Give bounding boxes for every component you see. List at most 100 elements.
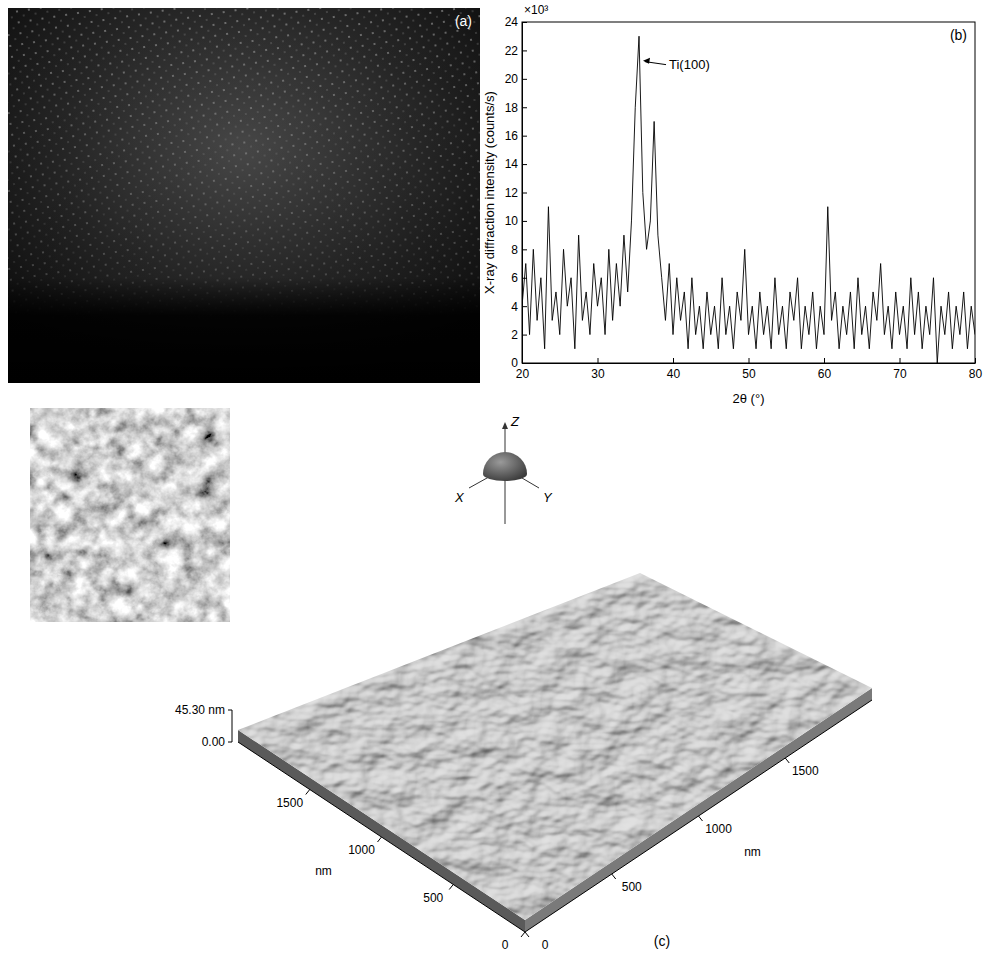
x-axis-line — [523, 363, 976, 364]
gizmo-label: Z — [510, 414, 520, 429]
y_axis-tick-mark — [525, 932, 529, 937]
y-tick-mark — [522, 306, 527, 307]
figure: (a)20304050607080024681012141618202224×1… — [0, 0, 992, 958]
x-tick-label: 40 — [667, 367, 681, 381]
panel-b: 20304050607080024681012141618202224×10³X… — [482, 3, 982, 406]
x-tick-mark — [749, 358, 750, 363]
y-tick-mark — [522, 107, 527, 108]
gizmo-dome — [483, 452, 527, 481]
y-tick-label: 14 — [505, 157, 519, 171]
y-tick-mark — [522, 136, 527, 137]
y_axis-tick-label: 500 — [622, 880, 642, 894]
x-tick: 50 — [742, 358, 756, 381]
image-dots — [8, 8, 480, 383]
y-tick-label: 16 — [505, 129, 519, 143]
x-tick-label: 80 — [969, 367, 983, 381]
z-tick-mark — [228, 710, 232, 711]
y-tick-label: 2 — [511, 328, 518, 342]
y-tick-mark — [522, 249, 527, 250]
y-tick: 20 — [505, 72, 527, 86]
x_axis-line — [238, 742, 525, 932]
x-tick: 30 — [591, 358, 605, 381]
y-tick: 18 — [505, 101, 527, 115]
x_axis-tick-label: 500 — [423, 891, 443, 905]
gizmo-label: Y — [543, 490, 553, 505]
y_axis-tick-label: 1000 — [705, 822, 732, 836]
axis-gizmo: Z X Y — [454, 414, 553, 524]
z-axis-line — [232, 710, 233, 742]
x-tick-label: 70 — [893, 367, 907, 381]
y_axis-title: nm — [744, 845, 761, 859]
y-tick-label: 10 — [505, 214, 519, 228]
y-tick-mark — [522, 221, 527, 222]
z-tick-mark — [228, 742, 232, 743]
x_axis-tick-label: 0 — [502, 938, 509, 952]
y-tick-mark — [522, 22, 527, 23]
y-tick: 24 — [505, 15, 527, 29]
x-tick-mark — [673, 358, 674, 363]
panel-a: (a) — [8, 8, 480, 383]
x-tick: 70 — [893, 358, 907, 381]
y-tick-label: 0 — [511, 356, 518, 370]
plot-frame — [522, 22, 975, 363]
x_axis-tick-mark — [521, 932, 525, 937]
gizmo-arrowhead — [502, 422, 508, 429]
x_axis-tick-label: 1000 — [348, 843, 375, 857]
y-tick-mark — [522, 164, 527, 165]
x_axis-tick-mark — [306, 790, 310, 795]
y-tick: 16 — [505, 129, 527, 143]
panel-label: (a) — [455, 13, 472, 29]
x-tick-label: 30 — [591, 367, 605, 381]
annotation: Ti(100) — [669, 57, 710, 72]
y_axis-tick-label: 1500 — [792, 764, 819, 778]
plot-marks — [522, 36, 975, 363]
y-tick: 12 — [505, 186, 527, 200]
y-tick-label: 12 — [505, 186, 519, 200]
y-axis: 024681012141618202224 — [505, 15, 527, 370]
annotation-arrowhead — [643, 58, 650, 64]
panel-label: (b) — [950, 27, 967, 43]
x-axis-title: 2θ (°) — [733, 391, 765, 406]
x-tick-mark — [824, 358, 825, 363]
xrd-line — [522, 36, 975, 363]
y_axis-line — [525, 700, 872, 932]
y-tick: 10 — [505, 214, 527, 228]
y-tick: 4 — [511, 300, 527, 314]
y-multiplier: ×10³ — [524, 3, 548, 17]
afm-2d-image — [30, 408, 230, 622]
y_axis-tick-mark — [699, 816, 703, 821]
y_axis-tick-label: 0 — [542, 938, 549, 952]
z-tick-label: 0.00 — [202, 735, 226, 749]
x_axis-title: nm — [315, 864, 332, 878]
y-tick: 22 — [505, 44, 527, 58]
y-tick-label: 8 — [511, 243, 518, 257]
x_axis-tick-label: 1500 — [276, 796, 303, 810]
x-tick-label: 50 — [742, 367, 756, 381]
gizmo-label: X — [454, 490, 465, 505]
y-tick-mark — [522, 50, 527, 51]
y_axis-tick-mark — [612, 874, 616, 879]
surface-top — [238, 573, 872, 920]
y-tick-mark — [522, 193, 527, 194]
panel-label: (c) — [654, 933, 670, 949]
y-tick-mark — [522, 363, 527, 364]
x-tick-mark — [975, 358, 976, 363]
y-tick-mark — [522, 79, 527, 80]
y-tick: 14 — [505, 157, 527, 171]
y-tick-mark — [522, 335, 527, 336]
y-axis-title: X-ray diffraction intensity (counts/s) — [482, 91, 497, 294]
x-tick-mark — [900, 358, 901, 363]
x-tick-label: 60 — [818, 367, 832, 381]
y-tick: 8 — [511, 243, 527, 257]
x-tick: 80 — [969, 358, 983, 381]
y-tick-label: 6 — [511, 271, 518, 285]
x-tick-mark — [598, 358, 599, 363]
x_axis-tick-mark — [449, 885, 453, 890]
y-tick-label: 20 — [505, 72, 519, 86]
y-tick-label: 22 — [505, 44, 519, 58]
x-axis: 20304050607080 — [516, 358, 983, 381]
image-shade — [8, 8, 480, 383]
y-tick-label: 4 — [511, 300, 518, 314]
x-tick: 40 — [667, 358, 681, 381]
z-tick-label: 45.30 nm — [175, 703, 225, 717]
